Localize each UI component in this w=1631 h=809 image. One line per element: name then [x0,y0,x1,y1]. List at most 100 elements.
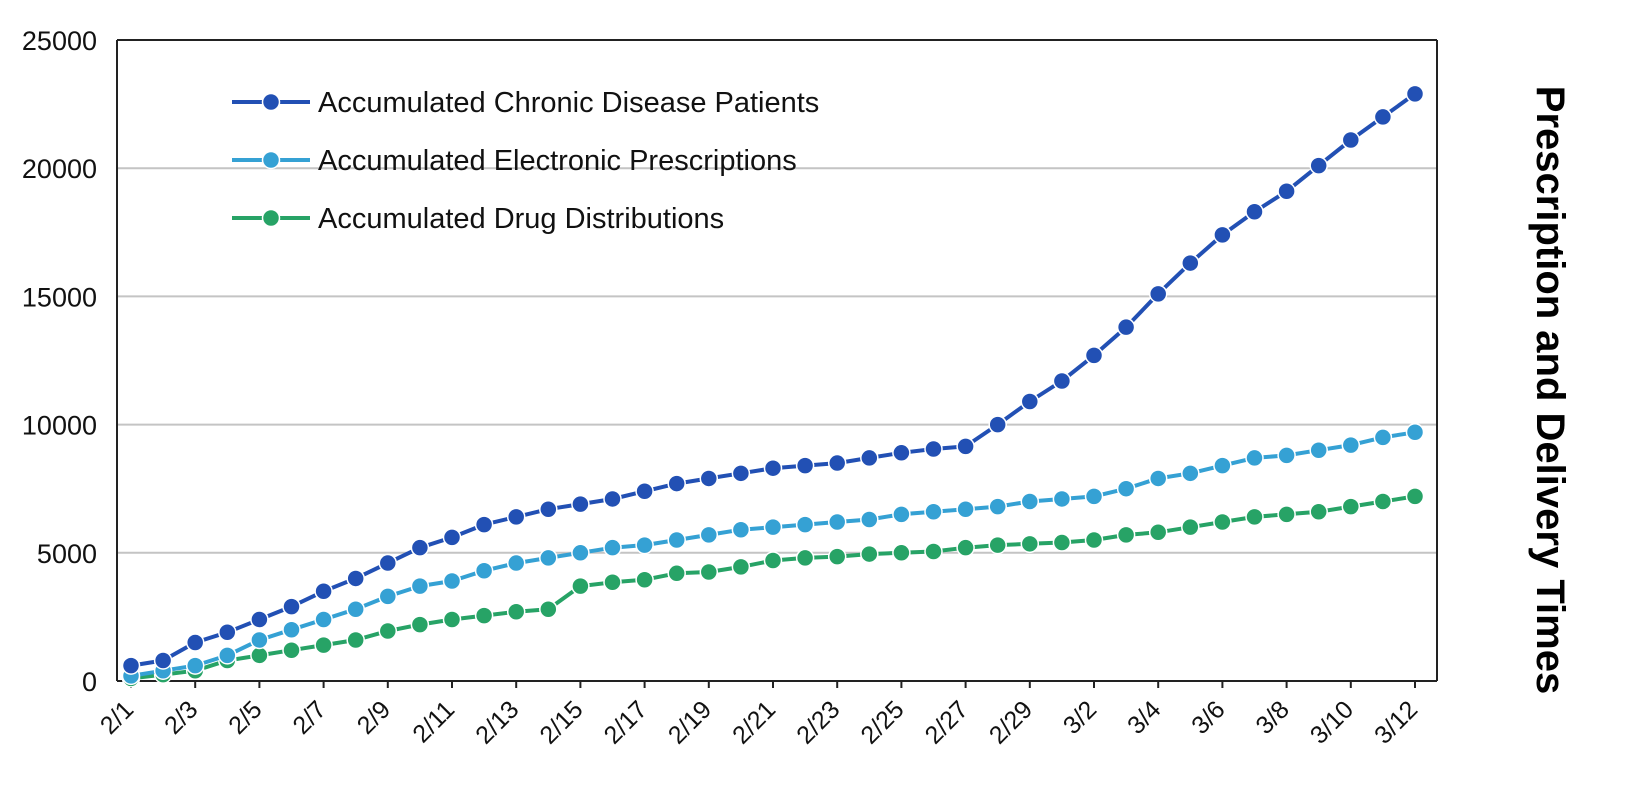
data-point [1373,428,1393,447]
data-point [1405,423,1425,442]
legend-label: Accumulated Drug Distributions [318,203,724,235]
data-point [378,621,398,641]
data-point [763,551,783,570]
data-point [924,439,943,459]
data-point [1213,456,1232,475]
data-point [1020,392,1040,411]
data-point [539,548,558,568]
data-point [667,564,686,583]
data-point [603,573,622,592]
data-point [699,525,719,545]
x-tick-label: 2/13 [470,695,524,749]
data-point [1405,84,1425,104]
data-point [474,561,494,580]
data-point [763,458,783,478]
data-point [1341,497,1361,516]
data-point [1245,448,1264,468]
data-point [346,599,365,619]
data-point [571,576,590,596]
data-point [1213,512,1232,532]
series-0 [121,84,1425,675]
data-point [956,437,975,456]
data-point [763,517,783,537]
data-point [1245,202,1264,222]
data-point [731,557,751,577]
data-point [1181,464,1200,483]
data-point [667,530,686,550]
series-line [130,92,1417,668]
data-point [442,571,462,591]
data-point [1020,492,1040,511]
data-point [314,610,333,629]
gridlines [117,167,1437,554]
x-tick-label: 2/1 [95,695,139,739]
data-point [1148,523,1168,542]
data-point [1181,253,1200,273]
series-1 [121,423,1425,686]
data-point [1052,371,1072,391]
data-point [410,538,430,557]
data-point [442,528,462,547]
x-tick-label: 3/6 [1186,695,1230,739]
x-tick-label: 3/12 [1369,695,1423,749]
data-point [1116,479,1136,498]
legend: Accumulated Chronic Disease Patients Accu… [232,87,819,235]
data-point [956,499,975,519]
data-point [1309,440,1328,460]
data-point [731,464,751,483]
axes [116,39,1438,682]
y-tick-label: 25000 [22,26,97,56]
data-point [250,610,269,629]
data-point [1116,317,1136,337]
data-point [924,502,943,522]
x-tick-label: 2/5 [223,695,267,739]
data-point [314,635,333,655]
data-point [827,453,847,473]
data-point [218,623,237,642]
data-point [1245,507,1264,527]
x-tick-label: 2/25 [855,695,909,749]
data-point [795,515,815,534]
data-point [506,553,526,573]
legend-item: Accumulated Electronic Prescriptions [232,145,797,177]
x-tick-label: 3/4 [1122,695,1166,739]
data-point [282,640,301,660]
data-point [1148,469,1168,488]
data-point [1181,517,1200,537]
x-tick-label: 2/11 [407,695,460,748]
y-tick-label: 0 [82,667,97,697]
data-point [346,630,365,650]
x-tick-label: 2/3 [159,695,203,739]
data-point [603,489,622,509]
data-point [699,562,719,582]
data-point [1213,225,1232,245]
data-point [410,576,430,596]
data-point [185,656,205,675]
data-point [506,602,526,622]
data-point [571,543,590,563]
legend-swatch-marker [261,92,281,112]
data-point [1277,505,1296,524]
x-tick-label: 2/9 [352,695,396,739]
data-point [699,469,719,488]
data-point [185,633,205,652]
data-point [635,482,654,501]
data-point [378,553,398,573]
legend-label: Accumulated Electronic Prescriptions [318,145,797,177]
data-point [1084,346,1104,365]
data-point [474,606,494,625]
x-tick-label: 2/23 [791,695,845,749]
data-point [571,494,590,514]
data-point [121,656,141,675]
x-tick-label: 2/7 [287,695,331,739]
data-point [474,515,494,534]
data-point [988,415,1007,434]
data-point [956,538,975,557]
data-point [1052,489,1072,509]
data-point [731,520,751,539]
legend-swatch-marker [261,150,281,170]
x-tick-label: 2/21 [727,695,781,749]
data-point [1405,487,1425,506]
data-point [1309,156,1328,175]
